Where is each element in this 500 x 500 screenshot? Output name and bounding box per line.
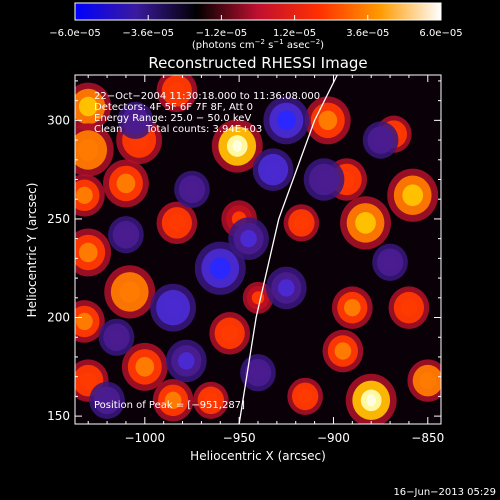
heatmap-blob-core bbox=[203, 392, 219, 408]
heatmap-blob-core bbox=[118, 227, 134, 243]
y-tick-label: 300 bbox=[47, 113, 70, 127]
colorbar-unit-label: (photons cm−2 s−1 asec−2) bbox=[192, 38, 324, 51]
heatmap-blob-core bbox=[128, 112, 143, 128]
heatmap-blob-core bbox=[163, 297, 183, 318]
heatmap-blob-core bbox=[402, 184, 424, 207]
colorbar bbox=[74, 2, 442, 21]
heatmap-blob-core bbox=[116, 173, 136, 194]
heatmap-blob-core bbox=[373, 132, 388, 148]
annotation-time: 22−Oct−2004 11:30:18.000 to 11:36:08.000 bbox=[94, 91, 320, 102]
heatmap-blob-core bbox=[264, 160, 282, 179]
heatmap-blob-core bbox=[178, 352, 195, 370]
heatmap-blob-core bbox=[209, 257, 231, 280]
heatmap-blob-core bbox=[251, 291, 265, 305]
colorbar-tick-label: −6.0e−05 bbox=[49, 28, 101, 39]
heatmap-blob-core bbox=[250, 365, 266, 381]
heatmap-blob-core bbox=[294, 215, 309, 231]
x-tick-label: −1000 bbox=[125, 431, 166, 445]
heatmap-blob-core bbox=[240, 229, 257, 248]
footer-timestamp: 16−Jun−2013 05:29 bbox=[393, 487, 496, 498]
heatmap-blob-core bbox=[400, 298, 418, 317]
heatmap-blob-core bbox=[355, 212, 376, 234]
heatmap-blob-core bbox=[318, 110, 338, 131]
colorbar-tick-label: −3.6e−05 bbox=[122, 28, 174, 39]
x-tick-label: −950 bbox=[223, 431, 256, 445]
annotation-energy: Energy Range: 25.0 − 50.0 keV bbox=[94, 113, 251, 124]
heatmap-blob-core bbox=[78, 242, 98, 263]
heatmap-blob-core bbox=[76, 186, 93, 204]
heatmap-blob-peak bbox=[232, 140, 242, 152]
colorbar-tick-label: 3.6e−05 bbox=[346, 28, 389, 39]
heatmap-blob-core bbox=[334, 342, 352, 360]
heatmap-blob-core bbox=[184, 181, 200, 197]
heatmap-image bbox=[75, 75, 441, 424]
y-axis-ticks: 150 200 250 300 bbox=[47, 80, 441, 423]
heatmap-blob-core bbox=[297, 388, 313, 404]
colorbar-tick-label: 6.0e−05 bbox=[419, 28, 462, 39]
heatmap-blob-core bbox=[135, 357, 155, 377]
colorbar-ticks bbox=[74, 15, 442, 20]
heatmap-blob-core bbox=[276, 110, 296, 131]
x-axis-label: Heliocentric X (arcsec) bbox=[190, 449, 326, 463]
heatmap-blob-core bbox=[99, 392, 115, 408]
annotation-method: Clean bbox=[94, 124, 122, 135]
heatmap-blob-peak bbox=[366, 394, 376, 407]
x-tick-label: −900 bbox=[317, 431, 350, 445]
y-axis-label: Heliocentric Y (arcsec) bbox=[25, 183, 39, 318]
heatmap-blob-core bbox=[382, 254, 398, 270]
heatmap-blob-core bbox=[277, 279, 295, 297]
heatmap-blob-core bbox=[77, 139, 99, 161]
annotation-total-counts: Total counts: 3.94E+03 bbox=[145, 124, 262, 135]
chart-title: Reconstructed RHESSI Image bbox=[148, 54, 367, 72]
heatmap-blob-core bbox=[168, 82, 186, 100]
heatmap-blob-core bbox=[221, 324, 239, 342]
heatmap-blob-core bbox=[168, 214, 186, 232]
heatmap-blob-core bbox=[76, 312, 93, 331]
annotation-peak-position: Position of Peak = [−951,287] bbox=[94, 400, 245, 411]
heatmap-blob-core bbox=[315, 170, 333, 189]
colorbar-tick-label: −1.2e−05 bbox=[196, 28, 248, 39]
colorbar-tick-labels: −6.0e−05 −3.6e−05 −1.2e−05 1.2e−05 3.6e−05 6.… bbox=[49, 28, 462, 39]
heatmap-blob-core bbox=[78, 96, 98, 117]
heatmap-blob-core bbox=[79, 371, 97, 390]
solar-limb-line bbox=[238, 75, 338, 424]
heatmap-blob-core bbox=[164, 391, 182, 410]
x-axis-ticks: −1000 −950 −900 −850 bbox=[87, 75, 444, 445]
heatmap-blob-core bbox=[119, 281, 141, 303]
heatmap-blob-core bbox=[419, 371, 437, 390]
y-tick-label: 150 bbox=[47, 409, 70, 423]
y-tick-label: 250 bbox=[47, 212, 70, 226]
x-tick-label: −850 bbox=[411, 431, 444, 445]
heatmap-blob-core bbox=[344, 298, 361, 317]
annotation-detectors: Detectors: 4F 5F 6F 7F 8F, Att 0 bbox=[94, 102, 253, 113]
heatmap-blob-core bbox=[109, 329, 124, 345]
colorbar-tick-label: 1.2e−05 bbox=[273, 28, 316, 39]
y-tick-label: 200 bbox=[47, 311, 70, 325]
